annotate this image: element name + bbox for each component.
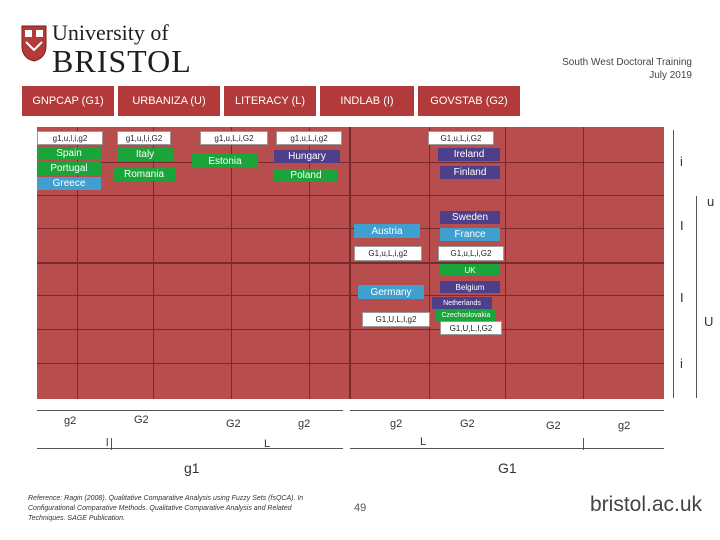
config-label: g1,u,l,i,G2 [117,131,171,145]
bottom-label-l: l [106,437,109,449]
country-box-hungary: Hungary [274,150,340,163]
config-label: g1,u,L,i,g2 [276,131,342,145]
column-header-urbaniza: URBANIZA (U) [118,86,220,116]
country-box-romania: Romania [113,168,175,181]
country-box-france: France [440,228,500,241]
country-box-estonia: Estonia [192,154,258,168]
bottom-label-G2: G2 [546,420,561,432]
bottom-label-L: L [420,436,427,448]
country-box-italy: Italy [117,148,173,161]
config-label: G1,U,L,I,g2 [362,312,430,327]
config-label: G1,u,L,i,g2 [354,246,422,261]
header-line-2: July 2019 [649,70,692,81]
page-number: 49 [354,502,367,514]
config-label: g1,u,L,i,G2 [200,131,268,145]
footer-url: bristol.ac.uk [590,493,703,516]
country-box-finland: Finland [440,166,500,179]
country-box-spain: Spain [37,147,101,160]
column-header-gnpcap: GNPCAP (G1) [22,86,114,116]
bottom-label-g2: g2 [298,418,311,430]
country-box-austria: Austria [354,224,420,238]
config-label: G1,u,L,i,G2 [428,131,494,145]
bottom-label-g2: g2 [64,415,77,427]
bottom-label-G2: G2 [226,418,241,430]
country-box-belgium: Belgium [440,281,500,293]
logo-line-2: BRISTOL [52,43,192,79]
country-box-germany: Germany [358,285,424,299]
country-box-sweden: Sweden [440,211,500,224]
country-box-portugal: Portugal [37,162,101,175]
column-header-indlab: INDLAB (I) [320,86,414,116]
country-box-poland: Poland [274,169,338,182]
bottom-label-g2: g2 [618,420,631,432]
config-label: G1,U,L,I,G2 [440,321,502,335]
university-logo: University of BRISTOL [52,20,192,79]
bottom-label-g2: g2 [390,418,403,430]
config-label: G1,u,L,i,G2 [438,246,504,261]
country-box-czechoslovakia: Czechoslovakia [436,310,496,321]
right-label-i: i [680,154,683,169]
bottom-label-L: L [264,438,271,450]
university-crest-icon [21,25,47,62]
country-box-greece: Greece [37,177,101,190]
right-label-I: I [680,218,684,233]
header-info: South West Doctoral Training July 2019 [562,56,692,82]
bottom-label-G2: G2 [134,414,149,426]
bottom-label-G1: G1 [498,460,517,476]
bottom-label-g1: g1 [184,460,200,476]
bottom-label-G2: G2 [460,418,475,430]
country-box-netherlands: Netherlands [432,297,492,309]
logo-line-1: University of [52,20,169,45]
right-label-u: u [707,194,715,209]
config-label: g1,u,l,i,g2 [37,131,103,145]
country-box-uk: UK [440,264,500,276]
right-label-I: I [680,290,684,305]
right-label-i: i [680,356,683,371]
header-line-1: South West Doctoral Training [562,57,692,68]
country-box-ireland: Ireland [438,148,500,161]
reference-citation: Reference: Ragin (2008). Qualitative Com… [28,495,304,522]
column-header-govstab: GOVSTAB (G2) [418,86,520,116]
right-label-U: U [704,314,714,329]
column-header-literacy: LITERACY (L) [224,86,316,116]
